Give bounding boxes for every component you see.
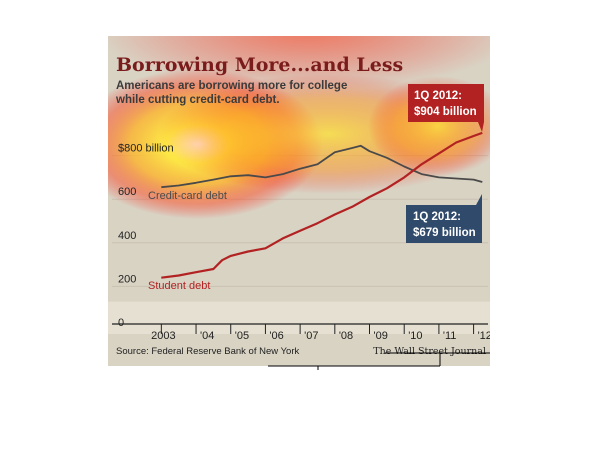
callout-student-line-2: $904 billion [414,106,477,118]
x-tick-label-6: '09 [374,330,388,342]
callout-credit-pointer [476,194,482,205]
chart-figure: Borrowing More...and Less Americans are … [108,36,490,366]
x-axis: 2003 '04 '05 '06 '07 '08 '09 '10 '11 '12 [112,323,490,342]
series-line-student-debt [161,131,483,279]
callout-student-debt: 1Q 2012: $904 billion [408,84,484,132]
chart-subtitle-line-1: Americans are borrowing more for college [116,80,347,92]
x-tick-label-7: '10 [408,330,422,342]
callout-credit-box [406,205,482,243]
x-tick-label-1: '04 [200,330,214,342]
y-tick-label-4: $800 billion [118,143,174,155]
baseline-band [108,301,490,334]
series-label-credit-card: Credit-card debt [148,190,227,202]
y-tick-label-3: 600 [118,186,136,198]
heatmap-overlay [108,36,490,219]
callout-credit-line-2: $679 billion [413,227,476,239]
callout-student-box [408,84,484,122]
callout-credit-card-debt: 1Q 2012: $679 billion [406,194,482,243]
x-tick-label-4: '07 [304,330,318,342]
line-chart: Borrowing More...and Less Americans are … [108,36,490,366]
series-lines [161,131,483,279]
callout-credit-line-1: 1Q 2012: [413,211,461,223]
x-tick-label-2: '05 [235,330,249,342]
x-tick-label-5: '08 [339,330,353,342]
y-tick-label-2: 400 [118,230,136,242]
y-axis-ticks: 0 200 400 600 $800 billion [118,143,174,329]
callout-student-pointer [478,122,484,132]
x-tick-label-8: '11 [443,330,457,342]
x-tick-label-3: '06 [269,330,283,342]
x-tick-label-9: '12 [478,330,490,342]
chart-subtitle-line-2: while cutting credit-card debt. [115,94,280,106]
chart-title: Borrowing More...and Less [116,54,403,76]
series-label-student: Student debt [148,280,210,292]
callout-student-line-1: 1Q 2012: [414,90,462,102]
x-tick-label-0: 2003 [151,330,175,342]
publisher-brand: The Wall Street Journal [373,346,486,357]
y-tick-label-0: 0 [118,317,124,329]
series-line-credit-card-debt [161,144,483,189]
y-tick-label-1: 200 [118,273,136,285]
chart-source: Source: Federal Reserve Bank of New York [116,346,299,357]
